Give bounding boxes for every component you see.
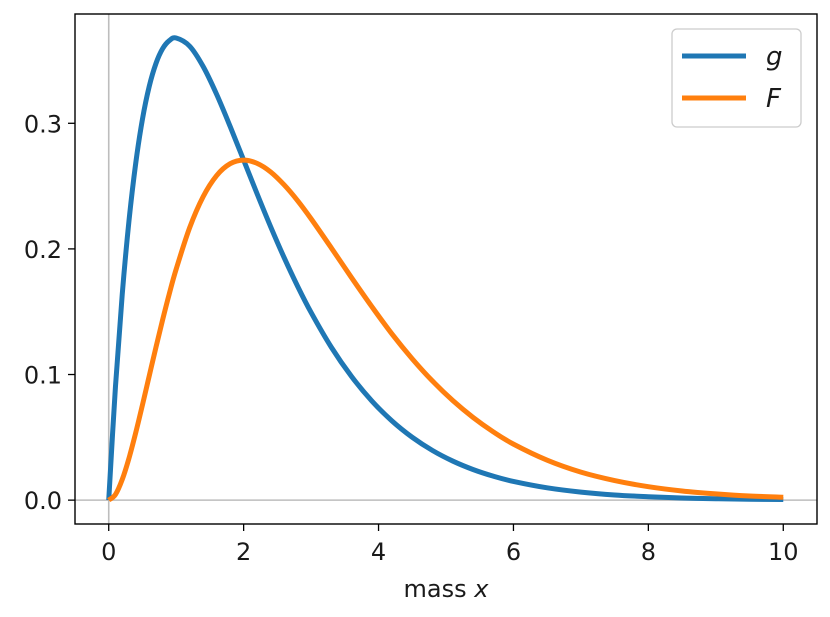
x-axis: 0 2 4 6 8 10	[101, 524, 799, 566]
y-tick-label: 0.0	[24, 487, 62, 515]
y-axis: 0.0 0.1 0.2 0.3	[24, 110, 75, 515]
legend-label-F: F	[766, 84, 782, 114]
x-tick-label: 8	[641, 538, 656, 566]
series-line-F	[107, 157, 784, 503]
x-tick-label: 0	[101, 538, 116, 566]
legend: gF	[671, 28, 802, 128]
y-tick-label: 0.3	[24, 110, 62, 138]
legend-label-g: g	[766, 42, 783, 72]
series-line-g	[106, 35, 784, 502]
x-tick-label: 10	[768, 538, 799, 566]
y-tick-label: 0.2	[24, 236, 62, 264]
x-tick-label: 6	[506, 538, 521, 566]
y-tick-label: 0.1	[24, 362, 62, 390]
x-tick-label: 2	[236, 538, 251, 566]
plot-frame	[74, 13, 818, 525]
x-axis-label: mass x	[404, 575, 490, 603]
x-tick-label: 4	[371, 538, 386, 566]
series-layer	[106, 35, 784, 503]
